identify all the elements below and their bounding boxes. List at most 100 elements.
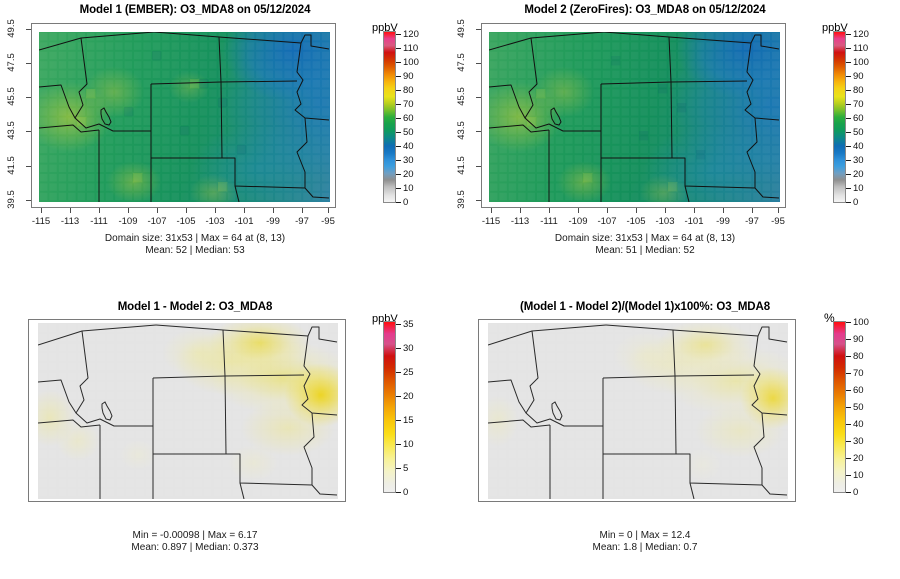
panel-stats-line1: Domain size: 31x53 | Max = 64 at (8, 13) [104,233,286,244]
y-tick [26,29,31,30]
colorbar-tick-label: 25 [403,367,414,378]
x-tick-label: -103 [205,216,225,227]
colorbar-tick-label: 20 [853,453,864,464]
state-boundaries [489,32,780,202]
y-tick-label: 47.5 [455,53,467,72]
x-tick [244,208,245,213]
raster-grid-texture [39,32,330,202]
state-boundaries [38,324,338,499]
great-salt-lake [101,401,113,421]
panel-stats-line2: Mean: 51 | Median: 52 [595,245,695,256]
panel-stats-line1: Min = -0.00098 | Max = 6.17 [132,530,258,541]
colorbar-gradient [383,31,396,203]
x-tick [70,208,71,213]
colorbar-tick-label: 20 [403,169,414,180]
colorbar-tick-label: 50 [853,127,864,138]
x-tick-label: -105 [176,216,196,227]
colorbar-tick-label: 20 [403,391,414,402]
raster-grid-texture [38,323,338,499]
x-tick [302,208,303,213]
y-tick-label: 41.5 [455,156,467,175]
colorbar-tick-label: 40 [853,141,864,152]
x-tick [215,208,216,213]
colorbar-tick-label: 60 [403,113,414,124]
panel-stats-line2: Mean: 52 | Median: 53 [145,245,245,256]
panel-stats-line1: Min = 0 | Max = 12.4 [599,530,691,541]
colorbar-tick-label: 90 [403,71,414,82]
colorbar-tick-label: 60 [853,385,864,396]
colorbar-tick-label: 10 [853,470,864,481]
colorbar-tick-label: 0 [403,197,409,208]
map-raster-difference [38,323,338,499]
x-tick-label: -101 [684,216,704,227]
colorbar-tick-label: 30 [853,155,864,166]
x-tick-label: -95 [321,216,335,227]
colorbar-tick-label: 110 [403,43,419,54]
panel-stats-line2: Mean: 1.8 | Median: 0.7 [592,542,698,553]
y-tick-label: 49.5 [455,19,467,38]
x-tick [186,208,187,213]
panel-title: Model 1 - Model 2: O3_MDA8 [117,301,273,313]
panel-title: (Model 1 - Model 2)/(Model 1)x100%: O3_M… [519,301,771,313]
colorbar-tick-label: 10 [853,183,864,194]
x-tick-label: -107 [597,216,617,227]
colorbar-tick-label: 80 [403,85,414,96]
map-raster-model1 [39,32,330,202]
raster-grid-texture [488,323,788,499]
x-tick-label: -115 [31,216,51,227]
colorbar-tick-label: 35 [403,319,414,330]
colorbar-tick-label: 50 [403,127,414,138]
colorbar-tick-label: 80 [853,85,864,96]
panel-model2: Model 2 (ZeroFires): O3_MDA8 on 05/12/20… [450,0,900,289]
x-tick [128,208,129,213]
x-tick-label: -111 [540,216,558,227]
colorbar-tick-label: 30 [853,436,864,447]
colorbar-tick-label: 30 [403,343,414,354]
colorbar-tick-label: 70 [853,99,864,110]
map-raster-model2 [489,32,780,202]
panel-title: Model 2 (ZeroFires): O3_MDA8 on 05/12/20… [524,4,766,16]
great-salt-lake [551,401,563,421]
y-tick-label: 43.5 [455,121,467,140]
x-tick-label: -113 [510,216,530,227]
colorbar-tick-label: 120 [853,29,869,40]
colorbar-tick-label: 110 [853,43,869,54]
colorbar-tick-label: 20 [853,169,864,180]
x-tick-label: -107 [147,216,167,227]
y-tick-label: 41.5 [5,156,17,175]
x-tick-label: -111 [90,216,108,227]
colorbar-tick-label: 120 [403,29,419,40]
x-tick [157,208,158,213]
y-tick-label: 43.5 [5,121,17,140]
great-salt-lake [100,107,112,126]
colorbar-tick-label: 100 [853,317,869,328]
y-tick-label: 49.5 [5,19,17,38]
panel-percent-difference: (Model 1 - Model 2)/(Model 1)x100%: O3_M… [450,290,900,579]
panel-title: Model 1 (EMBER): O3_MDA8 on 05/12/2024 [79,4,311,16]
panel-stats-line1: Domain size: 31x53 | Max = 64 at (8, 13) [554,233,736,244]
y-tick [26,97,31,98]
x-tick-label: -103 [655,216,675,227]
colorbar-tick-label: 30 [403,155,414,166]
great-salt-lake [550,107,562,126]
colorbar-gradient [833,31,846,203]
y-tick-label: 47.5 [5,53,17,72]
x-tick-label: -95 [771,216,785,227]
x-tick-label: -109 [118,216,138,227]
x-tick-label: -105 [626,216,646,227]
y-tick-label: 39.5 [5,190,17,209]
y-tick-label: 45.5 [455,87,467,106]
colorbar-tick-label: 70 [853,368,864,379]
map-frame-percent [478,319,796,502]
y-tick [26,63,31,64]
y-tick [26,131,31,132]
panel-stats-line2: Mean: 0.897 | Median: 0.373 [131,542,259,553]
map-frame-difference [28,319,346,502]
colorbar-tick-label: 0 [853,487,859,498]
y-tick [26,166,31,167]
colorbar-tick-label: 0 [403,487,409,498]
state-boundaries [39,32,330,202]
x-tick [99,208,100,213]
x-tick [273,208,274,213]
